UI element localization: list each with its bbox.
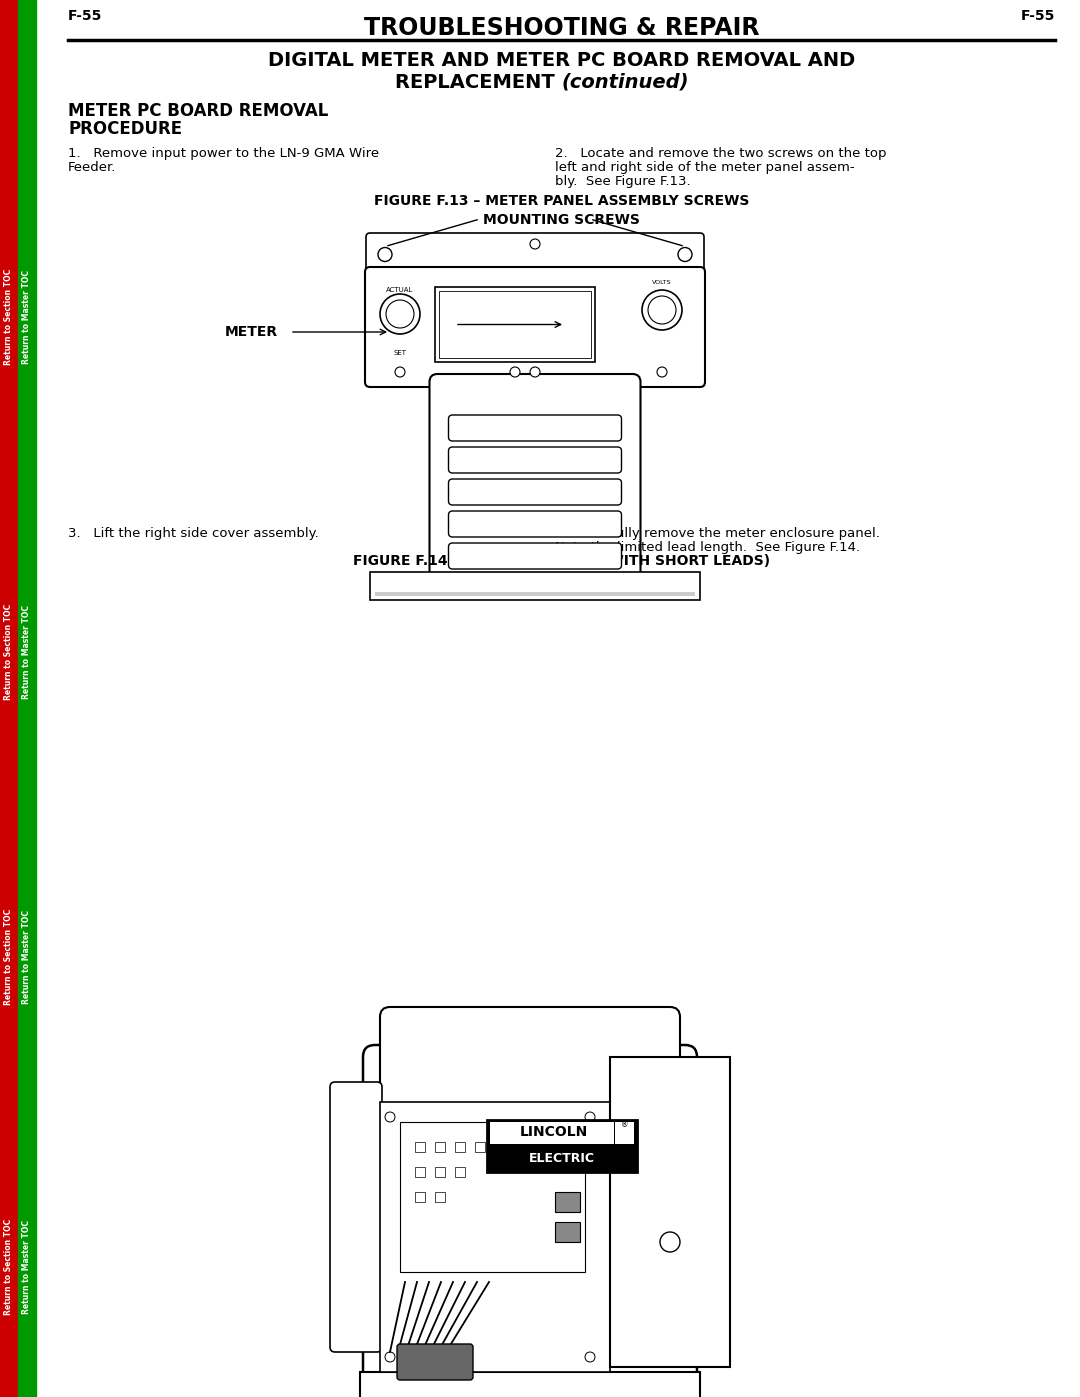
Circle shape — [380, 293, 420, 334]
Text: 2.   Locate and remove the two screws on the top: 2. Locate and remove the two screws on t… — [555, 147, 887, 161]
Circle shape — [648, 296, 676, 324]
Circle shape — [384, 1352, 395, 1362]
Bar — [375, 592, 696, 597]
Text: Return to Section TOC: Return to Section TOC — [4, 1218, 14, 1315]
Bar — [435, 286, 595, 362]
FancyBboxPatch shape — [430, 1160, 630, 1190]
Text: MOUNTING SCREWS: MOUNTING SCREWS — [483, 212, 640, 226]
Text: Return to Section TOC: Return to Section TOC — [4, 909, 14, 1004]
FancyBboxPatch shape — [363, 1045, 697, 1397]
FancyBboxPatch shape — [448, 479, 621, 504]
FancyBboxPatch shape — [397, 1344, 473, 1380]
Bar — [18, 0, 36, 1397]
FancyBboxPatch shape — [678, 1083, 730, 1352]
Circle shape — [530, 367, 540, 377]
FancyBboxPatch shape — [448, 543, 621, 569]
Text: (continued): (continued) — [562, 73, 689, 92]
Text: ACTUAL: ACTUAL — [387, 286, 414, 293]
Text: DIGITAL METER AND METER PC BOARD REMOVAL AND: DIGITAL METER AND METER PC BOARD REMOVAL… — [268, 52, 855, 70]
FancyBboxPatch shape — [448, 447, 621, 474]
Text: Return to Master TOC: Return to Master TOC — [23, 270, 31, 365]
Text: METER: METER — [225, 326, 279, 339]
Text: Note the limited lead length.  See Figure F.14.: Note the limited lead length. See Figure… — [555, 541, 860, 555]
Text: bly.  See Figure F.13.: bly. See Figure F.13. — [555, 175, 690, 189]
FancyBboxPatch shape — [365, 267, 705, 387]
Text: ELECTRIC: ELECTRIC — [528, 1153, 594, 1165]
Circle shape — [378, 247, 392, 261]
Bar — [415, 1192, 426, 1201]
Circle shape — [657, 367, 667, 377]
Bar — [610, 1058, 730, 1368]
Bar — [0, 0, 18, 1397]
Text: Return to Section TOC: Return to Section TOC — [4, 268, 14, 365]
Text: 3.   Lift the right side cover assembly.: 3. Lift the right side cover assembly. — [68, 527, 319, 541]
FancyBboxPatch shape — [448, 415, 621, 441]
Circle shape — [642, 291, 681, 330]
FancyBboxPatch shape — [430, 1187, 630, 1218]
Text: FIGURE F.14 – METER REMOVAL (WITH SHORT LEADS): FIGURE F.14 – METER REMOVAL (WITH SHORT … — [353, 555, 770, 569]
Text: Return to Section TOC: Return to Section TOC — [4, 604, 14, 700]
Text: Return to Master TOC: Return to Master TOC — [23, 605, 31, 698]
Bar — [486, 1120, 636, 1172]
Text: left and right side of the meter panel assem-: left and right side of the meter panel a… — [555, 161, 854, 175]
Text: 1.   Remove input power to the LN-9 GMA Wire: 1. Remove input power to the LN-9 GMA Wi… — [68, 147, 379, 161]
Bar — [555, 1222, 580, 1242]
Bar — [489, 1122, 613, 1144]
Text: REPLACEMENT: REPLACEMENT — [395, 73, 562, 92]
Text: F-55: F-55 — [1021, 8, 1055, 22]
Bar — [435, 1166, 445, 1178]
Bar — [360, 1372, 700, 1397]
Text: SET: SET — [393, 351, 406, 356]
Circle shape — [585, 1352, 595, 1362]
Text: 4.   Carefully remove the meter enclosure panel.: 4. Carefully remove the meter enclosure … — [555, 527, 880, 541]
Bar — [475, 1141, 485, 1153]
Circle shape — [585, 1112, 595, 1122]
Text: ®: ® — [621, 1120, 629, 1130]
Text: METER PC BOARD REMOVAL: METER PC BOARD REMOVAL — [68, 102, 328, 120]
Bar — [615, 1122, 634, 1144]
Text: Return to Master TOC: Return to Master TOC — [23, 909, 31, 1004]
Text: LN-9 GMA Wire Feeder: LN-9 GMA Wire Feeder — [464, 1090, 658, 1104]
Circle shape — [384, 1112, 395, 1122]
Text: F-55: F-55 — [68, 8, 103, 22]
Text: LINCOLN: LINCOLN — [519, 1126, 588, 1140]
Bar — [415, 1166, 426, 1178]
Bar — [400, 1122, 585, 1273]
Bar — [380, 1102, 610, 1372]
FancyBboxPatch shape — [430, 1132, 630, 1162]
FancyBboxPatch shape — [430, 1273, 630, 1302]
Circle shape — [386, 300, 414, 328]
FancyBboxPatch shape — [430, 1243, 630, 1274]
Bar — [438, 291, 591, 358]
FancyBboxPatch shape — [366, 233, 704, 277]
Circle shape — [678, 247, 692, 261]
Bar — [435, 1192, 445, 1201]
Circle shape — [395, 367, 405, 377]
FancyBboxPatch shape — [448, 511, 621, 536]
Circle shape — [510, 367, 519, 377]
Bar — [455, 1141, 465, 1153]
Text: PROCEDURE: PROCEDURE — [68, 120, 183, 138]
FancyBboxPatch shape — [380, 1007, 680, 1106]
Bar — [435, 1141, 445, 1153]
Text: TROUBLESHOOTING & REPAIR: TROUBLESHOOTING & REPAIR — [364, 15, 759, 41]
Circle shape — [530, 239, 540, 249]
FancyBboxPatch shape — [430, 1215, 630, 1246]
Text: FIGURE F.13 – METER PANEL ASSEMBLY SCREWS: FIGURE F.13 – METER PANEL ASSEMBLY SCREW… — [374, 194, 750, 208]
Text: Return to Master TOC: Return to Master TOC — [23, 1220, 31, 1315]
Bar — [555, 1192, 580, 1213]
Bar — [415, 1141, 426, 1153]
Bar — [455, 1166, 465, 1178]
Bar — [370, 571, 700, 599]
FancyBboxPatch shape — [430, 374, 640, 580]
Text: Feeder.: Feeder. — [68, 161, 117, 175]
FancyBboxPatch shape — [330, 1083, 382, 1352]
Text: VOLTS: VOLTS — [652, 279, 672, 285]
Circle shape — [660, 1232, 680, 1252]
